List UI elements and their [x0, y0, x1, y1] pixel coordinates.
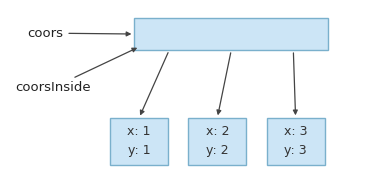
Text: coors: coors — [27, 27, 130, 40]
Bar — [267, 118, 325, 165]
Text: coorsInside: coorsInside — [15, 48, 136, 94]
Bar — [188, 118, 246, 165]
Text: x: 3
y: 3: x: 3 y: 3 — [284, 125, 307, 157]
Bar — [110, 118, 168, 165]
Text: x: 2
y: 2: x: 2 y: 2 — [206, 125, 229, 157]
Text: x: 1
y: 1: x: 1 y: 1 — [127, 125, 151, 157]
Bar — [134, 18, 328, 50]
